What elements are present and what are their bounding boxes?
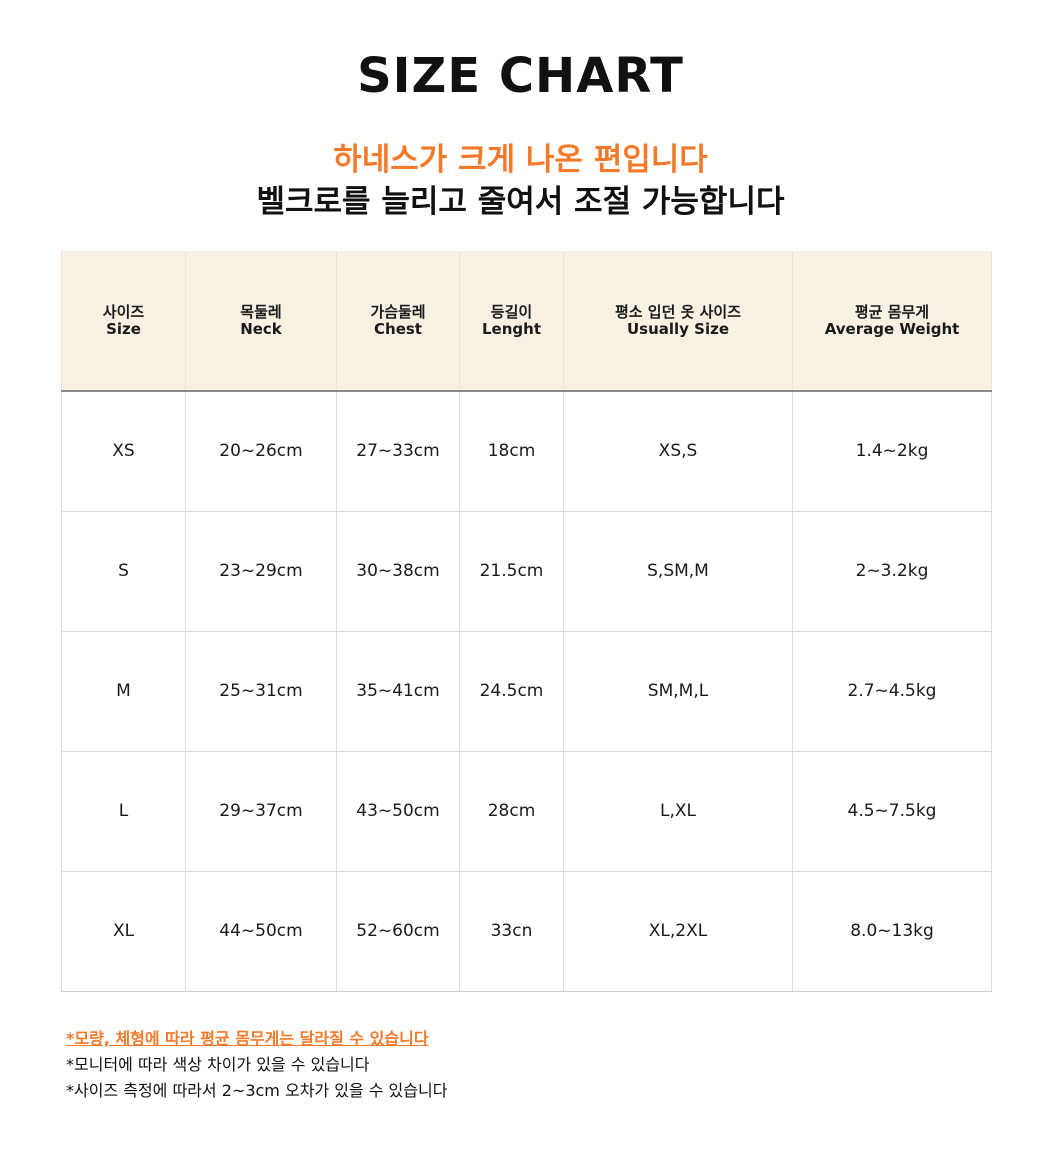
header-length: 등길이 Lenght [459, 251, 564, 392]
table-row: XL 44~50cm 52~60cm 33cn XL,2XL 8.0~13kg [61, 871, 992, 992]
header-label-en: Chest [374, 319, 422, 338]
table-row: XS 20~26cm 27~33cm 18cm XS,S 1.4~2kg [61, 391, 992, 512]
note-measurement-error: *사이즈 측정에 따라서 2~3cm 오차가 있을 수 있습니다 [66, 1081, 448, 1100]
cell-usual-size: L,XL [563, 751, 793, 872]
cell-size: S [61, 511, 186, 632]
cell-neck: 23~29cm [185, 511, 337, 632]
cell-chest: 30~38cm [336, 511, 460, 632]
cell-size: M [61, 631, 186, 752]
cell-size: XS [61, 391, 186, 512]
cell-chest: 27~33cm [336, 391, 460, 512]
cell-usual-size: S,SM,M [563, 511, 793, 632]
header-usual-size: 평소 입던 옷 사이즈 Usually Size [563, 251, 793, 392]
table-row: L 29~37cm 43~50cm 28cm L,XL 4.5~7.5kg [61, 751, 992, 872]
cell-neck: 20~26cm [185, 391, 337, 512]
cell-length: 18cm [459, 391, 564, 512]
header-label-ko: 평소 입던 옷 사이즈 [614, 302, 742, 321]
page-title: SIZE CHART [357, 48, 684, 104]
header-label-ko: 등길이 [490, 302, 533, 321]
cell-weight: 1.4~2kg [792, 391, 992, 512]
cell-length: 24.5cm [459, 631, 564, 752]
header-average-weight: 평균 몸무게 Average Weight [792, 251, 992, 392]
header-size: 사이즈 Size [61, 251, 186, 392]
cell-usual-size: XL,2XL [563, 871, 793, 992]
header-label-en: Usually Size [626, 319, 730, 338]
size-chart-table: 사이즈 Size 목둘레 Neck 가슴둘레 Chest 등길이 Lenght … [61, 251, 992, 992]
cell-weight: 4.5~7.5kg [792, 751, 992, 872]
header-label-en: Lenght [482, 319, 541, 338]
cell-usual-size: XS,S [563, 391, 793, 512]
header-chest: 가슴둘레 Chest [336, 251, 460, 392]
cell-size: XL [61, 871, 186, 992]
cell-length: 28cm [459, 751, 564, 872]
header-label-en: Size [106, 319, 141, 338]
cell-chest: 43~50cm [336, 751, 460, 872]
header-label-ko: 평균 몸무게 [854, 302, 930, 321]
cell-chest: 52~60cm [336, 871, 460, 992]
cell-neck: 29~37cm [185, 751, 337, 872]
subtitle-main: 벨크로를 늘리고 줄여서 조절 가능합니다 [256, 184, 785, 220]
header-label-ko: 목둘레 [240, 302, 282, 321]
table-row: M 25~31cm 35~41cm 24.5cm SM,M,L 2.7~4.5k… [61, 631, 992, 752]
cell-usual-size: SM,M,L [563, 631, 793, 752]
notes: *모량, 체형에 따라 평균 몸무게는 달라질 수 있습니다 *모니터에 따라 … [66, 1026, 966, 1104]
cell-weight: 2~3.2kg [792, 511, 992, 632]
header-neck: 목둘레 Neck [185, 251, 337, 392]
cell-neck: 25~31cm [185, 631, 337, 752]
cell-weight: 2.7~4.5kg [792, 631, 992, 752]
header-label-ko: 가슴둘레 [370, 302, 426, 321]
cell-weight: 8.0~13kg [792, 871, 992, 992]
cell-length: 21.5cm [459, 511, 564, 632]
header-label-en: Neck [240, 319, 282, 338]
subtitle-highlight: 하네스가 크게 나온 편입니다 [333, 142, 708, 178]
cell-neck: 44~50cm [185, 871, 337, 992]
header-label-en: Average Weight [824, 319, 960, 338]
note-monitor-color: *모니터에 따라 색상 차이가 있을 수 있습니다 [66, 1055, 370, 1074]
cell-length: 33cn [459, 871, 564, 992]
cell-size: L [61, 751, 186, 872]
table-header-row: 사이즈 Size 목둘레 Neck 가슴둘레 Chest 등길이 Lenght … [61, 251, 992, 392]
cell-chest: 35~41cm [336, 631, 460, 752]
table-row: S 23~29cm 30~38cm 21.5cm S,SM,M 2~3.2kg [61, 511, 992, 632]
header-label-ko: 사이즈 [102, 302, 145, 321]
note-weight-varies: *모량, 체형에 따라 평균 몸무게는 달라질 수 있습니다 [66, 1029, 429, 1048]
